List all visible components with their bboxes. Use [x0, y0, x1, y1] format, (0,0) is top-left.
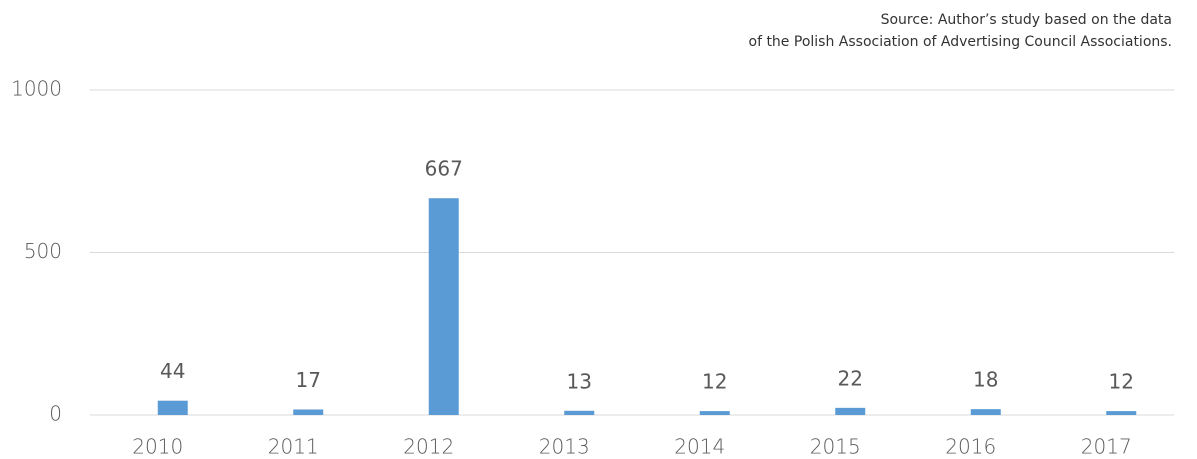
- x-tick-label: 2015: [810, 435, 861, 459]
- data-label: 17: [296, 368, 321, 392]
- data-label: 12: [1109, 370, 1134, 394]
- data-label: 18: [973, 368, 998, 392]
- bar: [1106, 411, 1137, 415]
- x-tick-label: 2016: [945, 435, 996, 459]
- x-tick-label: 2013: [539, 435, 590, 459]
- source-line: Source: Author’s study based on the data: [881, 12, 1172, 28]
- x-tick-label: 2010: [132, 435, 183, 459]
- x-tick-label: 2011: [268, 435, 319, 459]
- data-label: 13: [567, 369, 592, 393]
- bar: [428, 198, 459, 415]
- data-label: 22: [838, 366, 863, 390]
- x-tick-label: 2014: [674, 435, 725, 459]
- bar: [564, 410, 595, 415]
- data-label: 44: [160, 359, 185, 383]
- bar: [293, 409, 324, 415]
- y-tick-label: 1000: [11, 77, 62, 101]
- x-tick-label: 2017: [1081, 435, 1132, 459]
- data-label: 12: [702, 370, 727, 394]
- y-tick-label: 0: [49, 402, 62, 426]
- bar: [835, 407, 866, 415]
- bar: [970, 409, 1001, 415]
- bar: [157, 400, 188, 415]
- y-tick-label: 500: [24, 239, 62, 263]
- bar: [699, 411, 730, 415]
- x-tick-label: 2012: [403, 435, 454, 459]
- source-line: of the Polish Association of Advertising…: [749, 34, 1173, 50]
- data-label: 667: [425, 157, 463, 181]
